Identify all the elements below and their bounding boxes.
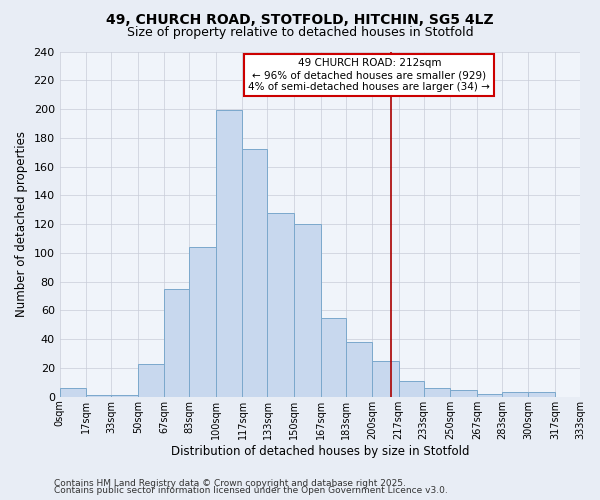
Bar <box>164 289 190 397</box>
Bar <box>138 364 164 397</box>
Bar <box>242 150 268 397</box>
Bar <box>346 342 372 397</box>
Text: Contains public sector information licensed under the Open Government Licence v3: Contains public sector information licen… <box>54 486 448 495</box>
Bar <box>320 318 346 397</box>
Text: 49 CHURCH ROAD: 212sqm
← 96% of detached houses are smaller (929)
4% of semi-det: 49 CHURCH ROAD: 212sqm ← 96% of detached… <box>248 58 490 92</box>
Bar <box>424 388 451 397</box>
Bar <box>86 396 111 397</box>
Bar <box>59 388 86 397</box>
Text: Size of property relative to detached houses in Stotfold: Size of property relative to detached ho… <box>127 26 473 39</box>
Bar <box>399 381 424 397</box>
Bar <box>190 247 216 397</box>
Text: 49, CHURCH ROAD, STOTFOLD, HITCHIN, SG5 4LZ: 49, CHURCH ROAD, STOTFOLD, HITCHIN, SG5 … <box>106 12 494 26</box>
Y-axis label: Number of detached properties: Number of detached properties <box>15 131 28 317</box>
Bar <box>111 396 138 397</box>
Bar <box>268 212 294 397</box>
Bar <box>502 392 529 397</box>
Text: Contains HM Land Registry data © Crown copyright and database right 2025.: Contains HM Land Registry data © Crown c… <box>54 478 406 488</box>
X-axis label: Distribution of detached houses by size in Stotfold: Distribution of detached houses by size … <box>170 444 469 458</box>
Bar <box>451 390 477 397</box>
Bar <box>529 392 555 397</box>
Bar <box>294 224 320 397</box>
Bar <box>216 110 242 397</box>
Bar <box>477 394 502 397</box>
Bar <box>372 361 399 397</box>
